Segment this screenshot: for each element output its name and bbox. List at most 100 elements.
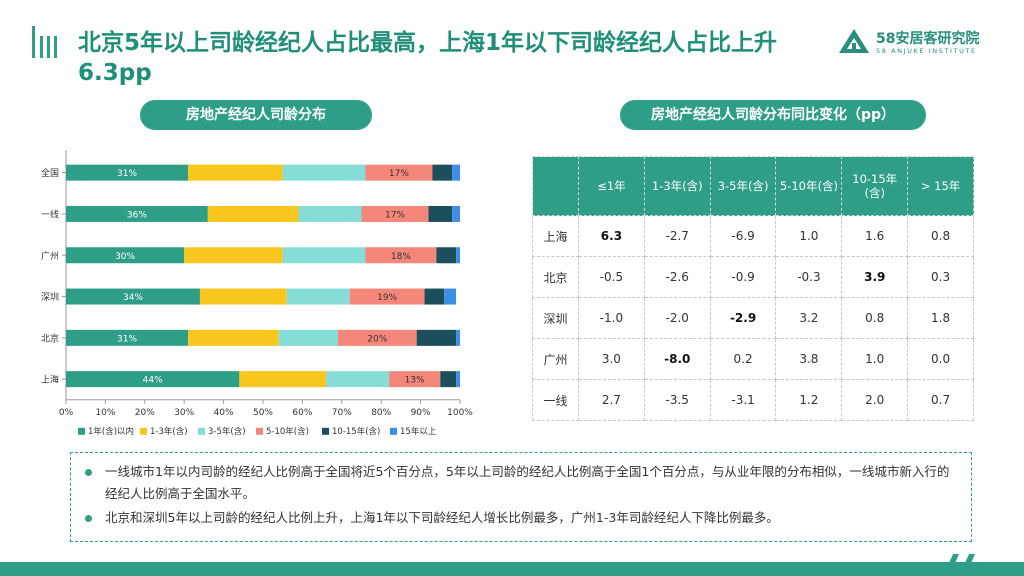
table-cell: 1.8 — [907, 297, 974, 339]
yoy-change-table: ≤1年 1-3年(含) 3-5年(含) 5-10年(含) 10-15年(含) > 15年 … — [532, 156, 974, 421]
data-label: 31% — [117, 334, 137, 344]
bar-segment — [337, 329, 417, 346]
bar-segment — [278, 329, 338, 346]
table-cell: -2.9 — [709, 297, 777, 339]
x-tick-label: 50% — [253, 408, 273, 418]
table-header-row: ≤1年 1-3年(含) 3-5年(含) 5-10年(含) 10-15年(含) > 15年 — [532, 156, 974, 216]
bullet-icon — [85, 515, 92, 522]
table-row-header: 深圳 — [532, 297, 579, 339]
table-cell: 0.7 — [907, 379, 974, 421]
table-cell: -3.1 — [709, 379, 777, 421]
bullet-icon — [85, 469, 92, 476]
table-body: 上海 6.3 -2.7 -6.9 1.0 1.6 0.8 北京 -0.5 -2.6 -0.9 -0.3… — [532, 215, 974, 421]
table-cell: 0.2 — [709, 338, 777, 380]
bar-segment — [432, 164, 453, 181]
legend-swatch — [198, 427, 205, 435]
bar-segment — [282, 247, 366, 264]
bar-segment — [456, 329, 460, 346]
data-label: 18% — [391, 252, 411, 262]
data-label: 13% — [405, 376, 425, 386]
legend-swatch — [390, 427, 397, 435]
data-label: 31% — [117, 169, 137, 179]
legend-label: 5-10年(含) — [266, 426, 309, 437]
brand-subtitle: 58 ANJUKE INSTITUTE — [876, 47, 977, 55]
data-label: 34% — [123, 293, 143, 303]
legend-swatch — [256, 427, 263, 435]
x-tick-label: 80% — [371, 408, 391, 418]
legend-label: 1-3年(含) — [150, 426, 188, 437]
table-cell: 6.3 — [578, 215, 645, 257]
bar-segment — [199, 288, 287, 305]
x-tick-label: 60% — [292, 408, 312, 418]
table-column-header: 10-15年(含) — [841, 156, 909, 216]
table-cell: 1.6 — [841, 215, 909, 257]
legend-label: 1年(含)以内 — [88, 426, 134, 437]
table-cell: 3.8 — [775, 338, 843, 380]
bar-segment — [282, 164, 366, 181]
bar-segment — [349, 288, 425, 305]
chart-section-title: 房地产经纪人司龄分布 — [140, 100, 372, 130]
bar-segment — [298, 205, 362, 222]
brand-logo: 58安居客研究院 58 ANJUKE INSTITUTE — [838, 28, 1018, 62]
table-cell: 0.8 — [907, 215, 974, 257]
table-cell: 1.0 — [841, 338, 909, 380]
table-row-header: 广州 — [532, 338, 579, 380]
bar-segment — [207, 205, 299, 222]
table-row: 广州 3.0 -8.0 0.2 3.8 1.0 0.0 — [532, 338, 974, 380]
table-cell: 1.0 — [775, 215, 843, 257]
table-cell: -2.6 — [643, 256, 711, 298]
bar-segment — [361, 205, 429, 222]
notes-box: 一线城市1年以内司龄的经纪人比例高于全国将近5个百分点，5年以上司龄的经纪人比例… — [70, 452, 972, 542]
tenure-distribution-chart: 全国 31% 17% 一线 36% 17% 广州 30% 18% 深圳 34% 19% 北京 31% 20%… — [41, 150, 473, 437]
bar-segment — [365, 164, 433, 181]
table-row-header: 一线 — [532, 379, 579, 421]
table-row-header: 北京 — [532, 256, 579, 298]
bar-segment — [66, 329, 189, 346]
legend-label: 3-5年(含) — [208, 426, 246, 437]
bar-segment — [436, 247, 457, 264]
category-label: 深圳 — [41, 292, 59, 303]
bar-segment — [416, 329, 457, 346]
table-cell: 0.3 — [907, 256, 974, 298]
table-column-header: 5-10年(含) — [775, 156, 843, 216]
category-label: 广州 — [41, 250, 59, 262]
category-label: 全国 — [41, 167, 59, 179]
table-column-header: ≤1年 — [578, 156, 645, 216]
bar-segment — [66, 205, 208, 222]
table-section-title: 房地产经纪人司龄分布同比变化（pp） — [620, 100, 926, 130]
bar-segment — [424, 288, 445, 305]
table-cell: -2.0 — [643, 297, 711, 339]
x-tick-label: 20% — [135, 408, 155, 418]
table-cell: 2.0 — [841, 379, 909, 421]
bar-segment — [389, 371, 441, 388]
data-label: 17% — [389, 169, 409, 179]
x-tick-label: 10% — [95, 408, 115, 418]
data-label: 44% — [143, 376, 163, 386]
table-row: 上海 6.3 -2.7 -6.9 1.0 1.6 0.8 — [532, 215, 974, 257]
page-title: 北京5年以上司龄经纪人占比最高，上海1年以下司龄经纪人占比上升6.3pp — [78, 30, 778, 86]
legend-label: 10-15年(含) — [332, 426, 380, 437]
x-tick-label: 90% — [411, 408, 431, 418]
legend-swatch — [78, 427, 85, 435]
table-column-header: 1-3年(含) — [643, 156, 711, 216]
x-tick-label: 0% — [59, 408, 74, 418]
legend-swatch — [140, 427, 147, 435]
note-item: 北京和深圳5年以上司龄的经纪人比例上升，上海1年以下司龄经纪人增长比例最多，广州… — [83, 507, 957, 529]
legend-swatch — [322, 427, 329, 435]
table-cell: -1.0 — [578, 297, 645, 339]
brand-name: 58安居客研究院 — [876, 31, 980, 47]
data-label: 19% — [377, 293, 397, 303]
bar-segment — [456, 247, 460, 264]
bar-segment — [428, 205, 453, 222]
table-row-header: 上海 — [532, 215, 579, 257]
legend-label: 15年以上 — [400, 426, 437, 437]
table-cell: -0.3 — [775, 256, 843, 298]
bar-segment — [184, 247, 283, 264]
bar-segment — [239, 371, 327, 388]
bar-segment — [66, 288, 200, 305]
note-text: 一线城市1年以内司龄的经纪人比例高于全国将近5个百分点，5年以上司龄的经纪人比例… — [105, 464, 950, 501]
data-label: 20% — [367, 334, 387, 344]
data-label: 17% — [385, 210, 405, 220]
table-cell: -0.5 — [578, 256, 645, 298]
table-cell: 3.2 — [775, 297, 843, 339]
